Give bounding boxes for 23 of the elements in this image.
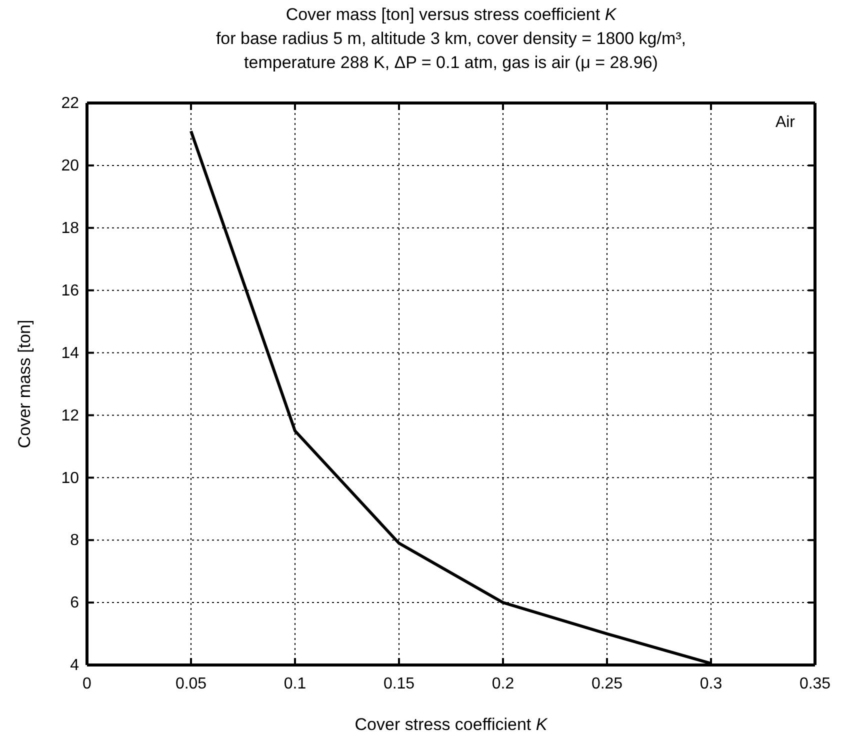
chart-subtitle: for base radius 5 m, altitude 3 km, cover density = 1800 kg/m³, temperature 288 K, ΔP = 0.1 atm, gas is air (μ = 28.96) <box>216 29 686 72</box>
y-tick-label: 6 <box>70 594 80 612</box>
x-tick-label: 0.35 <box>799 675 831 692</box>
y-tick-label: 20 <box>61 158 80 175</box>
x-tick-label: 0.2 <box>492 675 514 692</box>
y-tick-label: 10 <box>61 470 80 487</box>
x-tick-label: 0.05 <box>175 675 207 692</box>
annotation: Air <box>775 114 796 131</box>
y-tick-label: 12 <box>61 407 80 424</box>
x-tick-label: 0.3 <box>700 675 722 692</box>
y-tick-label: 16 <box>61 282 80 300</box>
y-tick-label: 22 <box>61 95 80 112</box>
y-tick-label: 8 <box>70 532 80 550</box>
y-tick-label: 14 <box>61 344 80 362</box>
y-tick-label: 4 <box>70 657 80 674</box>
x-tick-label: 0.15 <box>383 675 415 692</box>
x-tick-label: 0.1 <box>284 675 306 692</box>
x-tick-label: 0 <box>82 675 92 692</box>
x-axis-title: Cover stress coefficient K <box>354 715 548 734</box>
x-tick-label: 0.25 <box>591 675 623 692</box>
chart-title: Cover mass [ton] versus stress coefficient K <box>286 5 617 24</box>
y-axis-title: Cover mass [ton] <box>15 320 34 448</box>
y-tick-label: 18 <box>61 220 80 238</box>
